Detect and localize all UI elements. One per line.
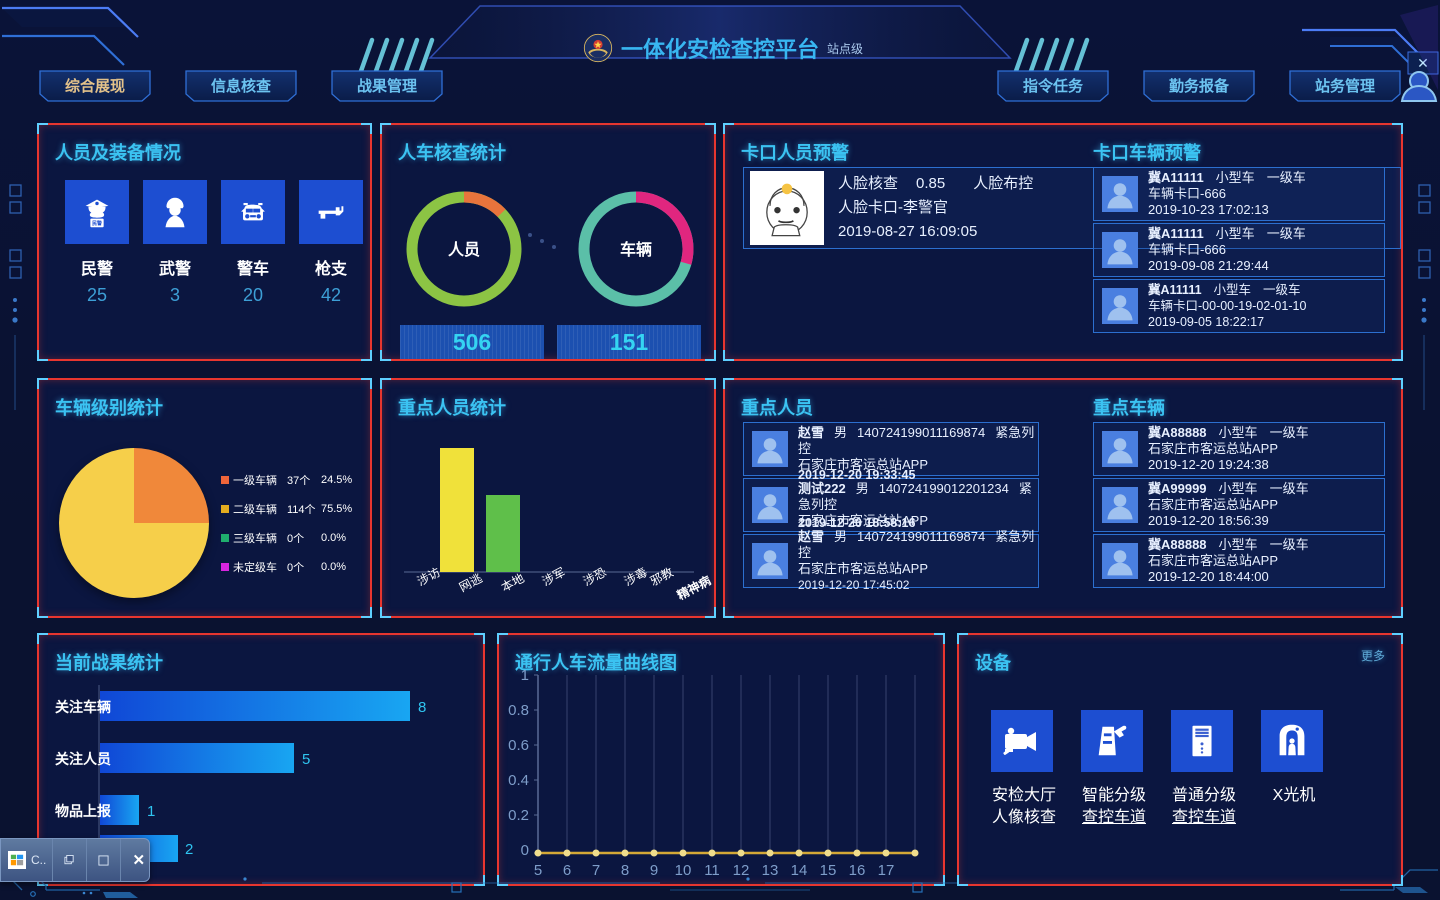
svg-text:关注车辆: 关注车辆 — [55, 699, 111, 715]
svg-text:信息核查: 信息核查 — [211, 77, 272, 95]
svg-text:涉毒: 涉毒 — [622, 565, 650, 589]
svg-text:综合展现: 综合展现 — [65, 77, 125, 95]
svg-text:5: 5 — [302, 751, 310, 768]
svg-text:车辆: 车辆 — [620, 240, 652, 259]
svg-text:0.4: 0.4 — [508, 772, 529, 789]
svg-text:精神病: 精神病 — [674, 572, 713, 602]
svg-text:站务管理: 站务管理 — [1315, 77, 1375, 95]
svg-text:网逃: 网逃 — [457, 571, 485, 595]
svg-text:邪教: 邪教 — [647, 564, 675, 589]
svg-text:0: 0 — [521, 842, 529, 859]
svg-text:涉访: 涉访 — [415, 565, 443, 589]
svg-text:物品上报: 物品上报 — [55, 803, 111, 819]
svg-text:涉军: 涉军 — [540, 565, 568, 589]
svg-text:涉恐: 涉恐 — [581, 565, 609, 589]
svg-text:本地: 本地 — [499, 571, 527, 595]
svg-text:关注人员: 关注人员 — [55, 751, 111, 767]
svg-text:0.6: 0.6 — [508, 737, 529, 754]
svg-text:8: 8 — [418, 699, 426, 716]
svg-text:2: 2 — [185, 841, 193, 858]
svg-text:勤务报备: 勤务报备 — [1169, 77, 1230, 95]
svg-text:指令任务: 指令任务 — [1023, 77, 1084, 95]
svg-text:1: 1 — [147, 803, 155, 820]
svg-text:0.2: 0.2 — [508, 807, 529, 824]
svg-text:战果管理: 战果管理 — [357, 77, 417, 95]
svg-text:0.8: 0.8 — [508, 702, 529, 719]
svg-text:1: 1 — [521, 667, 529, 684]
svg-text:人员: 人员 — [448, 241, 480, 259]
